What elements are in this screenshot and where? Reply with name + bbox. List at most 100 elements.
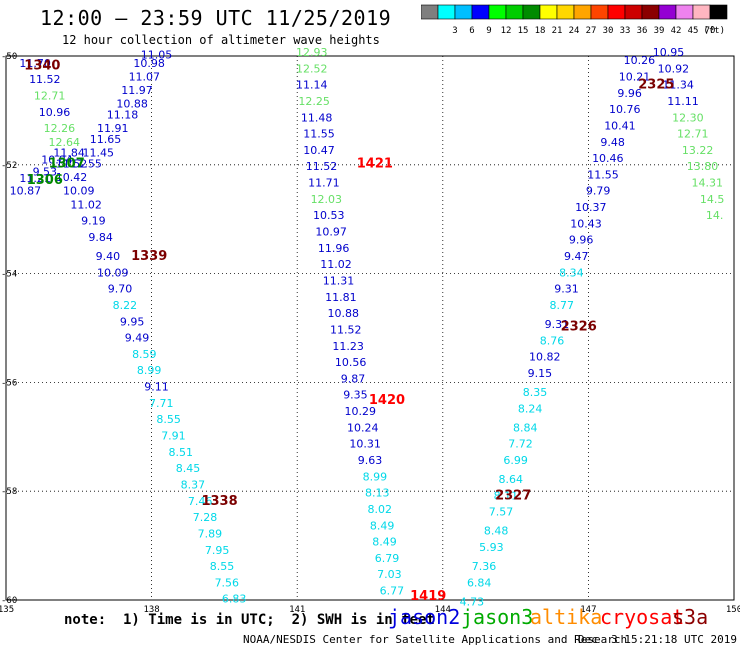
swh-value: 10.29	[345, 405, 377, 418]
pass-time-label: 1421	[357, 157, 393, 172]
x-tick-label: 150	[726, 605, 740, 615]
swh-value: 11.55	[70, 158, 102, 171]
color-bin-label: 24	[569, 26, 580, 36]
swh-value: 9.96	[617, 87, 642, 100]
swh-value: 10.09	[97, 266, 129, 279]
swh-value: 10.53	[313, 209, 345, 222]
swh-value: 13.22	[682, 144, 714, 157]
swh-value: 11.31	[323, 274, 355, 287]
swh-value: 7.56	[215, 576, 240, 589]
swh-value: 11.91	[97, 122, 129, 135]
swh-value: 11.96	[318, 242, 350, 255]
x-tick-label: 144	[435, 605, 451, 615]
swh-value: 14.	[706, 209, 724, 222]
pass-time-label: 1339	[131, 249, 167, 264]
swh-value: 7.91	[161, 430, 186, 443]
swh-value: 8.55	[210, 560, 235, 573]
swh-value: 8.45	[176, 462, 201, 475]
swh-value: 10.37	[575, 201, 607, 214]
color-bin-label: 3	[452, 26, 457, 36]
swh-value: 6.99	[503, 454, 528, 467]
swh-value: 11.48	[301, 111, 333, 124]
pass-time-label: 2326	[561, 320, 597, 335]
swh-value: 14.31	[692, 177, 724, 190]
swh-value: 7.71	[149, 397, 174, 410]
swh-value: 13.80	[687, 160, 719, 173]
swh-value: 7.36	[472, 560, 497, 573]
swh-value: 11.97	[121, 84, 153, 97]
swh-value: 10.21	[619, 70, 651, 83]
swh-value: 7.46	[188, 495, 213, 508]
swh-value: 7.95	[205, 544, 230, 557]
swh-value: 14.5	[700, 193, 725, 206]
y-tick-label: -50	[1, 52, 17, 62]
color-bin-label: 27	[586, 26, 597, 36]
pass-time-label: 2325	[638, 78, 674, 93]
swh-value: 11.34	[662, 79, 694, 92]
swh-value: 8.49	[370, 519, 395, 532]
swh-value: 10.41	[604, 119, 636, 132]
y-tick-label: -52	[1, 161, 17, 171]
satellite-legend-cryosat: cryosat	[600, 605, 685, 629]
swh-value: 9.84	[88, 231, 113, 244]
swh-value: 10.92	[658, 62, 690, 75]
swh-value: 11.81	[325, 291, 357, 304]
swh-value: 10.98	[133, 57, 165, 70]
swh-value: 10.87	[10, 185, 42, 198]
swh-value: 11.55	[303, 128, 335, 141]
swh-value: 9.49	[125, 332, 150, 345]
swh-value: 11.52	[56, 158, 88, 171]
swh-value: 11.52	[330, 323, 362, 336]
swh-value: 11.45	[82, 147, 114, 160]
swh-value: 12.03	[311, 193, 343, 206]
color-bin-label: 45	[688, 26, 699, 36]
swh-value: 9.95	[120, 315, 145, 328]
swh-value: 10.09	[63, 185, 95, 198]
chart-title: 12:00 – 23:59 UTC 11/25/2019	[40, 6, 392, 30]
y-tick-label: -60	[1, 596, 17, 606]
swh-value: 11.11	[667, 95, 699, 108]
credit-line: NOAA/NESDIS Center for Satellite Applica…	[243, 633, 628, 646]
swh-value: 10.26	[624, 54, 656, 67]
swh-value: 9.11	[144, 381, 169, 394]
swh-value: 12.30	[672, 111, 704, 124]
color-bin	[709, 4, 728, 20]
color-bin-label: 12	[501, 26, 512, 36]
swh-value: 10.46	[592, 152, 624, 165]
swh-value: 9.96	[569, 234, 594, 247]
color-bin-label: 36	[637, 26, 648, 36]
x-tick-label: 135	[0, 605, 14, 615]
swh-value: 11.52	[306, 160, 338, 173]
swh-value: 6.77	[380, 585, 405, 598]
swh-value: 8.76	[540, 334, 565, 347]
swh-value: 12.26	[44, 122, 76, 135]
swh-value: 10.56	[335, 356, 367, 369]
color-bin-label: 9	[486, 26, 491, 36]
swh-value: 11.71	[308, 177, 340, 190]
swh-value: 8.55	[156, 413, 181, 426]
x-tick-label: 147	[580, 605, 596, 615]
satellite-legend-altika: altika	[530, 605, 603, 629]
swh-value: 10.82	[529, 351, 561, 364]
swh-value: 8.84	[513, 421, 538, 434]
swh-value: 9.19	[81, 215, 106, 228]
swh-value: 10.42	[56, 171, 88, 184]
color-bin-label: 15	[518, 26, 529, 36]
swh-value: 6.83	[222, 593, 247, 606]
swh-value: 8.49	[372, 536, 397, 549]
swh-value: 12.64	[48, 136, 80, 149]
swh-value: 8.22	[113, 299, 138, 312]
swh-value: 10.31	[349, 438, 381, 451]
color-bin-label: 21	[552, 26, 563, 36]
swh-value: 10.43	[570, 217, 602, 230]
x-tick-label: 141	[289, 605, 305, 615]
y-tick-label: -54	[1, 270, 17, 280]
swh-value: 5.93	[479, 541, 504, 554]
chart-subtitle: 12 hour collection of altimeter wave hei…	[62, 33, 380, 47]
y-tick-label: -56	[1, 378, 17, 388]
swh-value: 8.13	[365, 487, 390, 500]
color-bin-label: 33	[620, 26, 631, 36]
swh-value: 8.99	[363, 470, 388, 483]
color-scale-legend: 3 6 9 12 15 18 21 24 27 30 33 36 39 42 45 70(ft)	[421, 4, 728, 36]
